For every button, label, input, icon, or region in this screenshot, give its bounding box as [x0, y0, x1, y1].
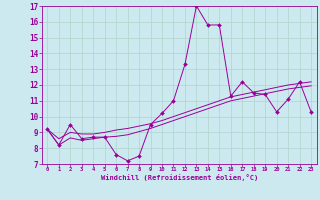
X-axis label: Windchill (Refroidissement éolien,°C): Windchill (Refroidissement éolien,°C): [100, 174, 258, 181]
